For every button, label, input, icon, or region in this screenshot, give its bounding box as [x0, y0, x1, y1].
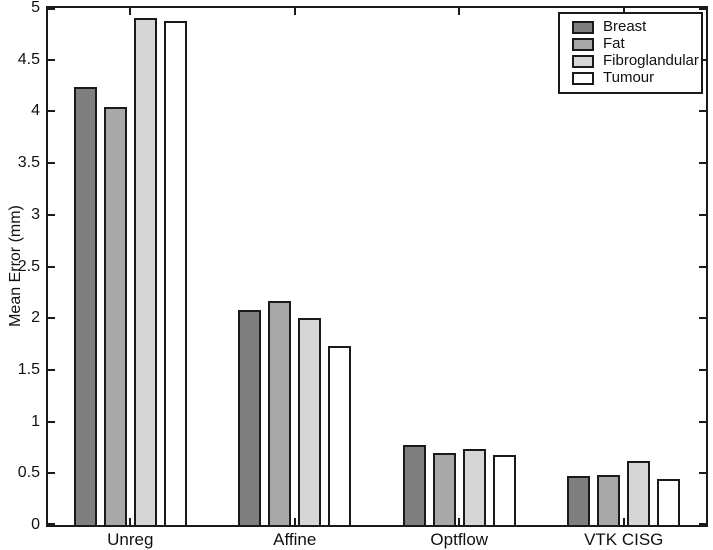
y-tick-right-2 — [699, 317, 706, 320]
y-tick-right-1-5 — [699, 368, 706, 371]
y-tick-right-4 — [699, 110, 706, 113]
y-tick-left-3-5 — [48, 162, 55, 165]
legend-swatch-fibroglandular — [572, 54, 594, 68]
y-tick-left-0-5 — [48, 472, 55, 475]
y-tick-left-1-5 — [48, 368, 55, 371]
y-tick-right-3-5 — [699, 162, 706, 165]
bar-optflow-tumour — [492, 454, 516, 525]
y-tick-right-3 — [699, 213, 706, 216]
x-tick-top-unreg — [129, 8, 132, 15]
bar-affine-fibroglandular — [298, 318, 322, 525]
legend-label-tumour: Tumour — [603, 69, 655, 86]
bar-vtk-cisg-fat — [597, 475, 621, 525]
y-tick-left-2-5 — [48, 265, 55, 268]
y-tick-left-4 — [48, 110, 55, 113]
legend-swatch-tumour — [572, 71, 594, 85]
bar-affine-fat — [268, 300, 292, 525]
x-tick-bottom-unreg — [129, 518, 132, 525]
y-tick-label-2-5: 2.5 — [17, 257, 40, 275]
y-tick-left-0 — [48, 523, 55, 525]
y-tick-right-5 — [699, 8, 706, 10]
y-tick-label-4-5: 4.5 — [17, 50, 40, 68]
legend-label-breast: Breast — [603, 18, 647, 35]
legend-label-fat: Fat — [603, 35, 625, 52]
x-tick-label-optflow: Optflow — [430, 530, 489, 549]
y-tick-label-3-5: 3.5 — [17, 154, 40, 172]
x-tick-bottom-optflow — [458, 518, 461, 525]
legend-swatch-fat — [572, 37, 594, 51]
y-tick-label-1-5: 1.5 — [17, 360, 40, 378]
x-tick-label-affine: Affine — [273, 530, 317, 549]
bar-vtk-cisg-tumour — [657, 478, 681, 525]
legend-item-fat: Fat — [560, 36, 701, 52]
x-tick-label-vtk-cisg: VTK CISG — [584, 530, 664, 549]
bar-optflow-fibroglandular — [462, 448, 486, 525]
x-tick-label-unreg: Unreg — [107, 530, 154, 549]
bar-optflow-breast — [402, 445, 426, 525]
y-tick-left-3 — [48, 213, 55, 216]
legend-item-fibroglandular: Fibroglandular — [560, 53, 701, 69]
bar-affine-breast — [238, 309, 262, 525]
bar-vtk-cisg-fibroglandular — [627, 460, 651, 525]
legend: Breast Fat Fibroglandular Tumour — [558, 12, 703, 94]
x-tick-bottom-vtk-cisg — [622, 518, 625, 525]
legend-item-tumour: Tumour — [560, 70, 701, 86]
y-tick-label-2: 2 — [31, 309, 40, 327]
y-tick-label-0-5: 0.5 — [17, 464, 40, 482]
bar-unreg-tumour — [163, 21, 187, 525]
y-tick-label-5: 5 — [31, 0, 40, 16]
y-tick-label-3: 3 — [31, 205, 40, 223]
x-tick-top-optflow — [458, 8, 461, 15]
bar-optflow-fat — [432, 452, 456, 525]
y-tick-right-1 — [699, 420, 706, 423]
legend-swatch-breast — [572, 20, 594, 34]
y-tick-left-4-5 — [48, 58, 55, 61]
legend-item-breast: Breast — [560, 19, 701, 35]
bar-unreg-fat — [103, 107, 127, 525]
bar-unreg-breast — [73, 86, 97, 525]
y-tick-label-4: 4 — [31, 102, 40, 120]
y-tick-left-1 — [48, 420, 55, 423]
x-tick-top-affine — [293, 8, 296, 15]
y-tick-left-2 — [48, 317, 55, 320]
y-tick-right-0 — [699, 523, 706, 525]
y-tick-label-1: 1 — [31, 412, 40, 430]
y-tick-label-0: 0 — [31, 516, 40, 533]
bar-affine-tumour — [328, 346, 352, 525]
x-tick-top-vtk-cisg — [622, 8, 625, 15]
y-tick-right-0-5 — [699, 472, 706, 475]
bar-unreg-fibroglandular — [133, 18, 157, 525]
x-tick-bottom-affine — [293, 518, 296, 525]
plot-area: Breast Fat Fibroglandular Tumour — [46, 6, 708, 527]
legend-label-fibroglandular: Fibroglandular — [603, 52, 699, 69]
bar-vtk-cisg-breast — [567, 476, 591, 525]
y-tick-right-2-5 — [699, 265, 706, 268]
y-tick-left-5 — [48, 8, 55, 10]
